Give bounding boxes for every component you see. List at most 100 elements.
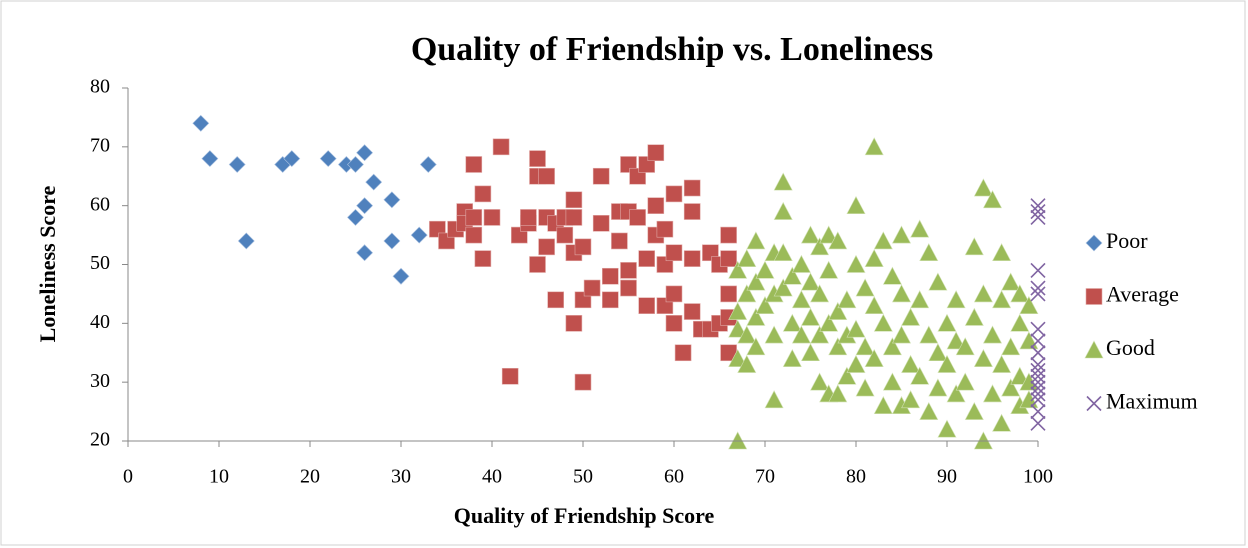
point <box>683 250 701 267</box>
point <box>592 215 610 232</box>
point <box>892 325 911 344</box>
point <box>529 150 546 167</box>
point <box>882 337 902 356</box>
point <box>383 232 401 250</box>
point <box>855 278 875 297</box>
legend-label: Good <box>1106 335 1155 360</box>
point <box>647 144 665 162</box>
point <box>746 337 766 356</box>
point <box>773 201 793 220</box>
point <box>638 250 656 267</box>
point <box>237 232 255 250</box>
point <box>728 301 748 320</box>
point <box>737 248 757 267</box>
point <box>574 238 592 256</box>
legend-label: Average <box>1106 282 1179 307</box>
point <box>846 354 866 373</box>
x-tick-label: 60 <box>664 466 684 488</box>
point <box>819 260 839 279</box>
point <box>1001 378 1021 397</box>
point <box>365 173 383 191</box>
point <box>592 167 610 185</box>
point <box>1030 286 1046 302</box>
legend-marker <box>1084 340 1104 359</box>
x-tick-label: 10 <box>209 466 229 488</box>
point <box>782 313 802 332</box>
point <box>674 344 692 362</box>
point <box>665 315 683 332</box>
point <box>837 366 857 385</box>
point <box>1030 209 1046 225</box>
point <box>964 401 984 420</box>
point <box>973 348 993 367</box>
point <box>565 191 583 209</box>
point <box>656 220 674 238</box>
x-tick-label: 40 <box>482 466 502 488</box>
point <box>937 419 957 438</box>
point <box>992 243 1012 262</box>
x-tick-label: 0 <box>123 466 133 488</box>
x-tick-label: 100 <box>1023 466 1053 488</box>
point <box>928 272 948 291</box>
point <box>992 354 1012 373</box>
point <box>1030 203 1046 220</box>
point <box>629 209 646 226</box>
point <box>801 272 820 291</box>
x-tick-label: 70 <box>755 466 775 488</box>
point <box>620 279 637 297</box>
point <box>1010 313 1030 332</box>
point <box>773 278 793 297</box>
legend-label: Poor <box>1106 228 1148 253</box>
point <box>864 137 884 156</box>
point <box>565 315 583 332</box>
y-tick-label: 30 <box>90 370 110 392</box>
series <box>728 137 1039 450</box>
point <box>1001 337 1021 356</box>
point <box>356 244 374 262</box>
point <box>638 297 656 314</box>
point <box>1030 368 1046 384</box>
point <box>864 248 884 267</box>
point <box>828 384 848 403</box>
point <box>901 354 921 373</box>
point <box>419 156 437 173</box>
point <box>1030 280 1046 296</box>
legend-marker <box>1085 234 1103 252</box>
point <box>683 203 701 220</box>
point <box>192 114 210 132</box>
point <box>746 231 766 250</box>
legend-marker <box>1085 288 1103 305</box>
point <box>1001 272 1021 291</box>
point <box>1030 415 1046 431</box>
point <box>819 225 839 244</box>
point <box>946 290 966 309</box>
point <box>483 209 501 226</box>
point <box>538 167 555 185</box>
point <box>201 150 219 168</box>
point <box>882 266 902 285</box>
point <box>720 285 737 303</box>
point <box>228 156 246 173</box>
point <box>737 354 757 373</box>
point <box>1019 296 1039 314</box>
point <box>764 390 784 409</box>
point <box>601 267 619 285</box>
point <box>782 266 802 285</box>
point <box>347 209 364 226</box>
series <box>192 114 437 285</box>
point <box>828 231 848 250</box>
point <box>1030 374 1046 390</box>
point <box>910 219 930 238</box>
point <box>901 307 921 326</box>
point <box>791 325 811 344</box>
point <box>1030 356 1046 373</box>
x-tick-label: 30 <box>391 466 411 488</box>
point <box>547 291 565 309</box>
point <box>1030 404 1046 420</box>
point <box>964 307 984 326</box>
series <box>1030 198 1046 431</box>
point <box>720 226 737 244</box>
point <box>474 250 492 267</box>
point <box>810 237 830 256</box>
point <box>828 337 848 356</box>
